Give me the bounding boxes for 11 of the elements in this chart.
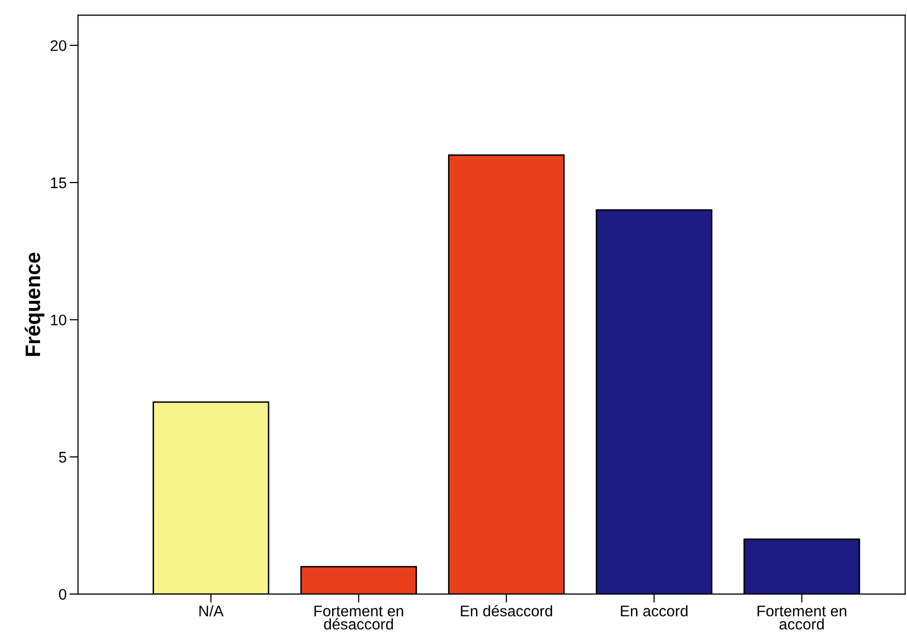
y-axis-title: Fréquence <box>24 252 44 356</box>
x-tick-label: Fortement en accord <box>758 606 846 630</box>
y-tick-label: 15 <box>51 178 66 188</box>
x-tick-label: En accord <box>620 605 688 616</box>
x-tick-label: En désaccord <box>460 605 552 616</box>
y-tick-label: 5 <box>59 452 66 463</box>
y-tick-label: 10 <box>51 314 66 326</box>
y-tick-label: 0 <box>58 588 66 600</box>
x-tick-label: N/A <box>199 605 224 616</box>
x-tick-label: Fortement en désaccord <box>314 606 404 630</box>
y-tick-label: 20 <box>50 40 66 52</box>
